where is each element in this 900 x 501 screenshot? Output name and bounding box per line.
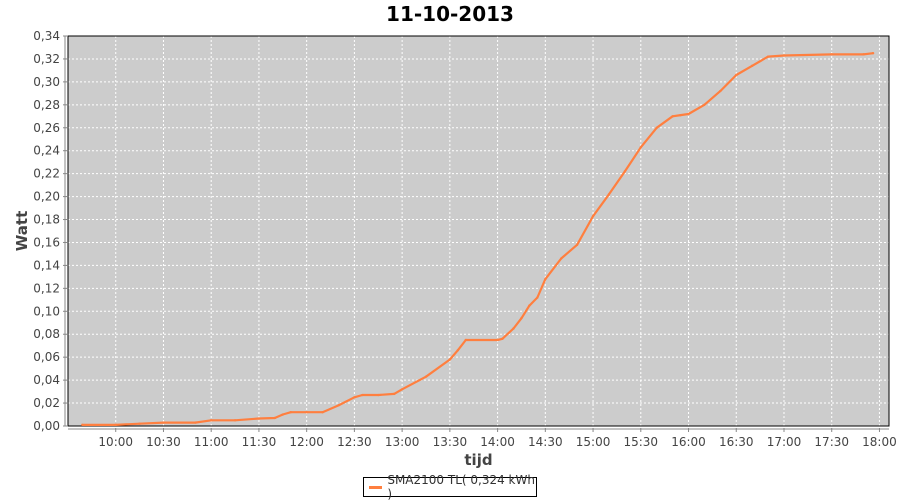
data-point — [766, 55, 770, 58]
x-axis-label: tijd — [464, 451, 492, 469]
data-point — [520, 316, 523, 320]
data-point — [871, 52, 875, 55]
plot-border — [67, 35, 890, 427]
data-point — [337, 404, 340, 407]
data-point — [273, 416, 277, 420]
data-point — [361, 393, 364, 397]
data-point — [496, 338, 499, 342]
data-point — [703, 103, 706, 107]
y-tick-label: 0,32 — [33, 52, 60, 66]
data-point — [750, 64, 754, 68]
legend: SMA2100 TL( 0,324 kWh ) — [363, 473, 537, 501]
data-point — [679, 113, 682, 117]
data-point — [424, 375, 428, 378]
data-point — [862, 53, 865, 56]
y-tick-label: 0,08 — [33, 327, 60, 341]
data-point — [536, 296, 539, 299]
y-tick-label: 0,20 — [33, 190, 60, 204]
x-tick-label: 18:00 — [862, 435, 897, 449]
data-point — [353, 396, 356, 399]
data-point — [392, 392, 396, 396]
y-tick-label: 0,14 — [33, 258, 60, 272]
data-point — [209, 419, 213, 422]
data-point — [464, 338, 467, 342]
x-tick-label: 15:30 — [623, 435, 658, 449]
data-point — [687, 112, 690, 116]
legend-label: SMA2100 TL( 0,324 kWh ) — [387, 473, 535, 501]
x-tick-label: 15:00 — [576, 435, 611, 449]
data-point — [281, 413, 284, 416]
data-point — [560, 257, 563, 260]
y-tick-label: 0,16 — [33, 235, 60, 249]
data-point — [321, 411, 324, 414]
y-tick-label: 0,22 — [33, 167, 60, 181]
data-point — [257, 417, 261, 420]
x-tick-label: 14:30 — [528, 435, 563, 449]
data-point — [448, 358, 452, 361]
legend-swatch — [369, 485, 383, 489]
y-tick-label: 0,18 — [33, 213, 60, 227]
data-point — [575, 243, 579, 246]
x-tick-label: 13:00 — [385, 435, 420, 449]
y-tick-label: 0,04 — [33, 373, 60, 387]
data-point — [671, 115, 674, 118]
x-tick-label: 14:00 — [480, 435, 515, 449]
x-tick-label: 12:00 — [289, 435, 324, 449]
data-point — [114, 423, 117, 427]
data-point — [655, 126, 658, 129]
data-point — [512, 327, 515, 330]
data-point — [456, 349, 460, 352]
data-point — [607, 193, 611, 196]
y-tick-label: 0,24 — [33, 144, 60, 158]
y-tick-label: 0,12 — [33, 281, 60, 295]
data-point — [623, 170, 627, 173]
y-tick-label: 0,26 — [33, 121, 60, 135]
y-tick-label: 0,00 — [33, 419, 60, 433]
data-point — [735, 73, 738, 77]
x-tick-label: 10:00 — [98, 435, 133, 449]
data-point — [377, 393, 380, 397]
x-tick-label: 17:00 — [767, 435, 802, 449]
y-tick-label: 0,30 — [33, 75, 60, 89]
y-axis-label: Watt — [13, 211, 31, 251]
data-point — [782, 54, 786, 57]
chart-title: 11-10-2013 — [386, 2, 514, 26]
y-tick-label: 0,06 — [33, 350, 60, 364]
data-point — [591, 214, 595, 218]
data-point — [233, 419, 237, 422]
data-point — [162, 421, 165, 424]
y-tick-label: 0,10 — [33, 304, 60, 318]
x-tick-label: 11:00 — [194, 435, 229, 449]
data-point — [289, 411, 292, 414]
y-tick-label: 0,34 — [33, 29, 60, 43]
x-tick-label: 16:00 — [671, 435, 706, 449]
y-tick-label: 0,02 — [33, 396, 60, 410]
data-point — [194, 421, 197, 424]
x-tick-label: 17:30 — [814, 435, 849, 449]
x-tick-label: 12:30 — [337, 435, 372, 449]
x-tick-label: 10:30 — [146, 435, 181, 449]
x-tick-label: 11:30 — [242, 435, 277, 449]
plot-area — [68, 36, 889, 426]
data-point — [544, 277, 547, 281]
data-point — [528, 304, 531, 307]
data-point — [400, 388, 404, 391]
x-tick-label: 16:30 — [719, 435, 754, 449]
data-point — [830, 53, 833, 56]
data-point — [138, 422, 141, 425]
data-point — [81, 423, 84, 427]
data-point — [719, 89, 722, 93]
y-tick-label: 0,28 — [33, 98, 60, 112]
data-point — [501, 337, 504, 341]
x-tick-label: 13:30 — [433, 435, 468, 449]
data-point — [639, 146, 642, 149]
data-point — [305, 411, 308, 414]
